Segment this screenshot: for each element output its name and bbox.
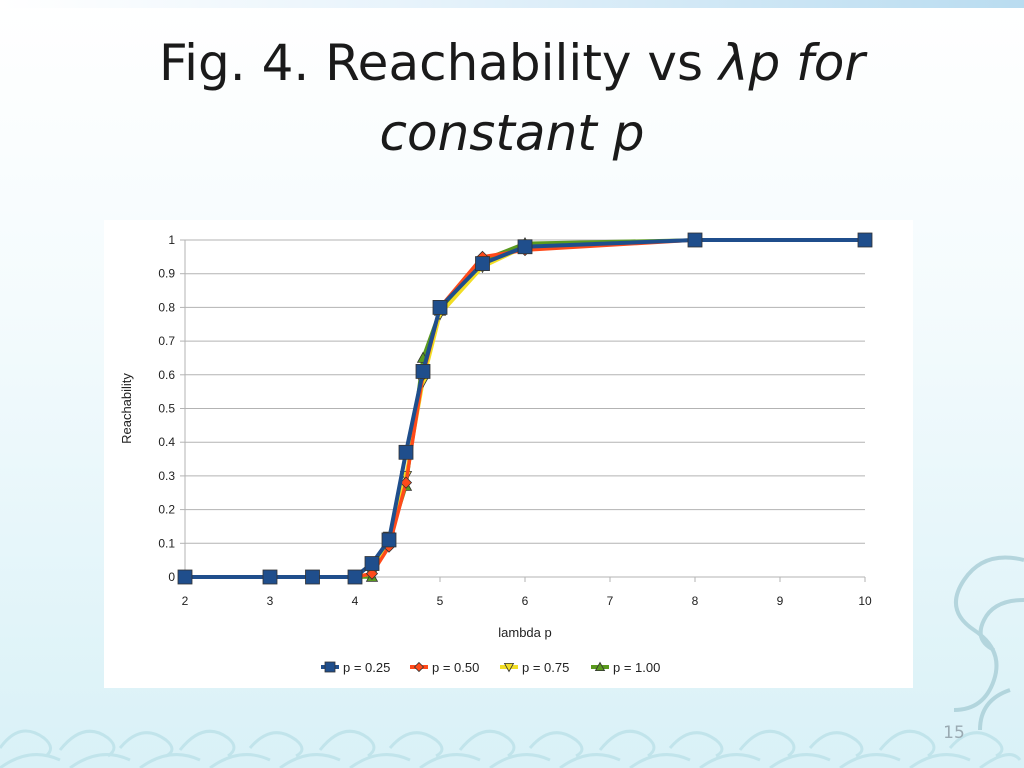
data-point bbox=[857, 232, 873, 248]
x-tick-label: 4 bbox=[352, 594, 359, 608]
data-point bbox=[687, 232, 703, 248]
data-point bbox=[517, 239, 533, 255]
chart-panel: 0 0.1 0.2 0.3 0.4 0.5 0.6 0.7 0.8 0.9 1 2 3 4 5 6 7 8 9 10 l… bbox=[104, 220, 913, 688]
y-tick-label: 0.3 bbox=[158, 469, 175, 483]
y-tick-label: 1 bbox=[168, 233, 175, 247]
y-tick-label: 0.1 bbox=[158, 536, 175, 550]
title-text: Fig. 4. Reachability bbox=[159, 34, 648, 92]
y-tick-label: 0.9 bbox=[158, 267, 175, 281]
y-tick-label: 0.7 bbox=[158, 334, 175, 348]
data-point bbox=[305, 569, 320, 585]
y-tick-label: 0 bbox=[168, 570, 175, 584]
legend-label: p = 0.50 bbox=[432, 660, 479, 675]
title-vs: vs bbox=[647, 34, 719, 92]
data-point bbox=[347, 569, 363, 585]
top-strip bbox=[0, 0, 1024, 8]
x-tick-label: 7 bbox=[607, 594, 614, 608]
y-tick-label: 0.2 bbox=[158, 503, 175, 517]
x-tick-label: 2 bbox=[182, 594, 189, 608]
x-tick-label: 5 bbox=[437, 594, 444, 608]
legend-marker bbox=[503, 662, 515, 673]
y-tick-label: 0.4 bbox=[158, 435, 175, 449]
data-point bbox=[432, 300, 448, 315]
legend-marker bbox=[413, 661, 425, 673]
slide-number: 15 bbox=[943, 723, 965, 743]
x-tick-label: 10 bbox=[858, 594, 872, 608]
data-point bbox=[364, 556, 380, 571]
y-tick-label: 0.8 bbox=[158, 300, 175, 314]
reachability-chart: 0 0.1 0.2 0.3 0.4 0.5 0.6 0.7 0.8 0.9 1 2 3 4 5 6 7 8 9 10 l… bbox=[119, 232, 873, 675]
data-point bbox=[398, 444, 414, 460]
y-axis-label: Reachability bbox=[119, 373, 134, 444]
data-point bbox=[177, 569, 193, 585]
data-point bbox=[475, 256, 490, 271]
x-tick-label: 3 bbox=[267, 594, 274, 608]
legend-marker bbox=[594, 661, 606, 672]
x-tick-label: 6 bbox=[522, 594, 529, 608]
slide-title: Fig. 4. Reachability vs λp for constant … bbox=[0, 28, 1024, 168]
title-line-1: Fig. 4. Reachability vs λp for bbox=[0, 28, 1024, 98]
legend-marker bbox=[324, 661, 336, 673]
legend-label: p = 0.75 bbox=[522, 660, 569, 675]
x-tick-label: 9 bbox=[777, 594, 784, 608]
title-lambda: λp for bbox=[718, 34, 865, 92]
legend-label: p = 1.00 bbox=[613, 660, 660, 675]
x-tick-label: 8 bbox=[692, 594, 699, 608]
y-tick-label: 0.6 bbox=[158, 368, 175, 382]
data-point bbox=[381, 532, 397, 548]
data-point bbox=[415, 364, 431, 379]
y-tick-label: 0.5 bbox=[158, 402, 175, 416]
title-line-2: constant p bbox=[379, 104, 645, 162]
x-axis-label: lambda p bbox=[498, 625, 551, 640]
legend-label: p = 0.25 bbox=[343, 660, 390, 675]
data-point bbox=[262, 569, 278, 585]
